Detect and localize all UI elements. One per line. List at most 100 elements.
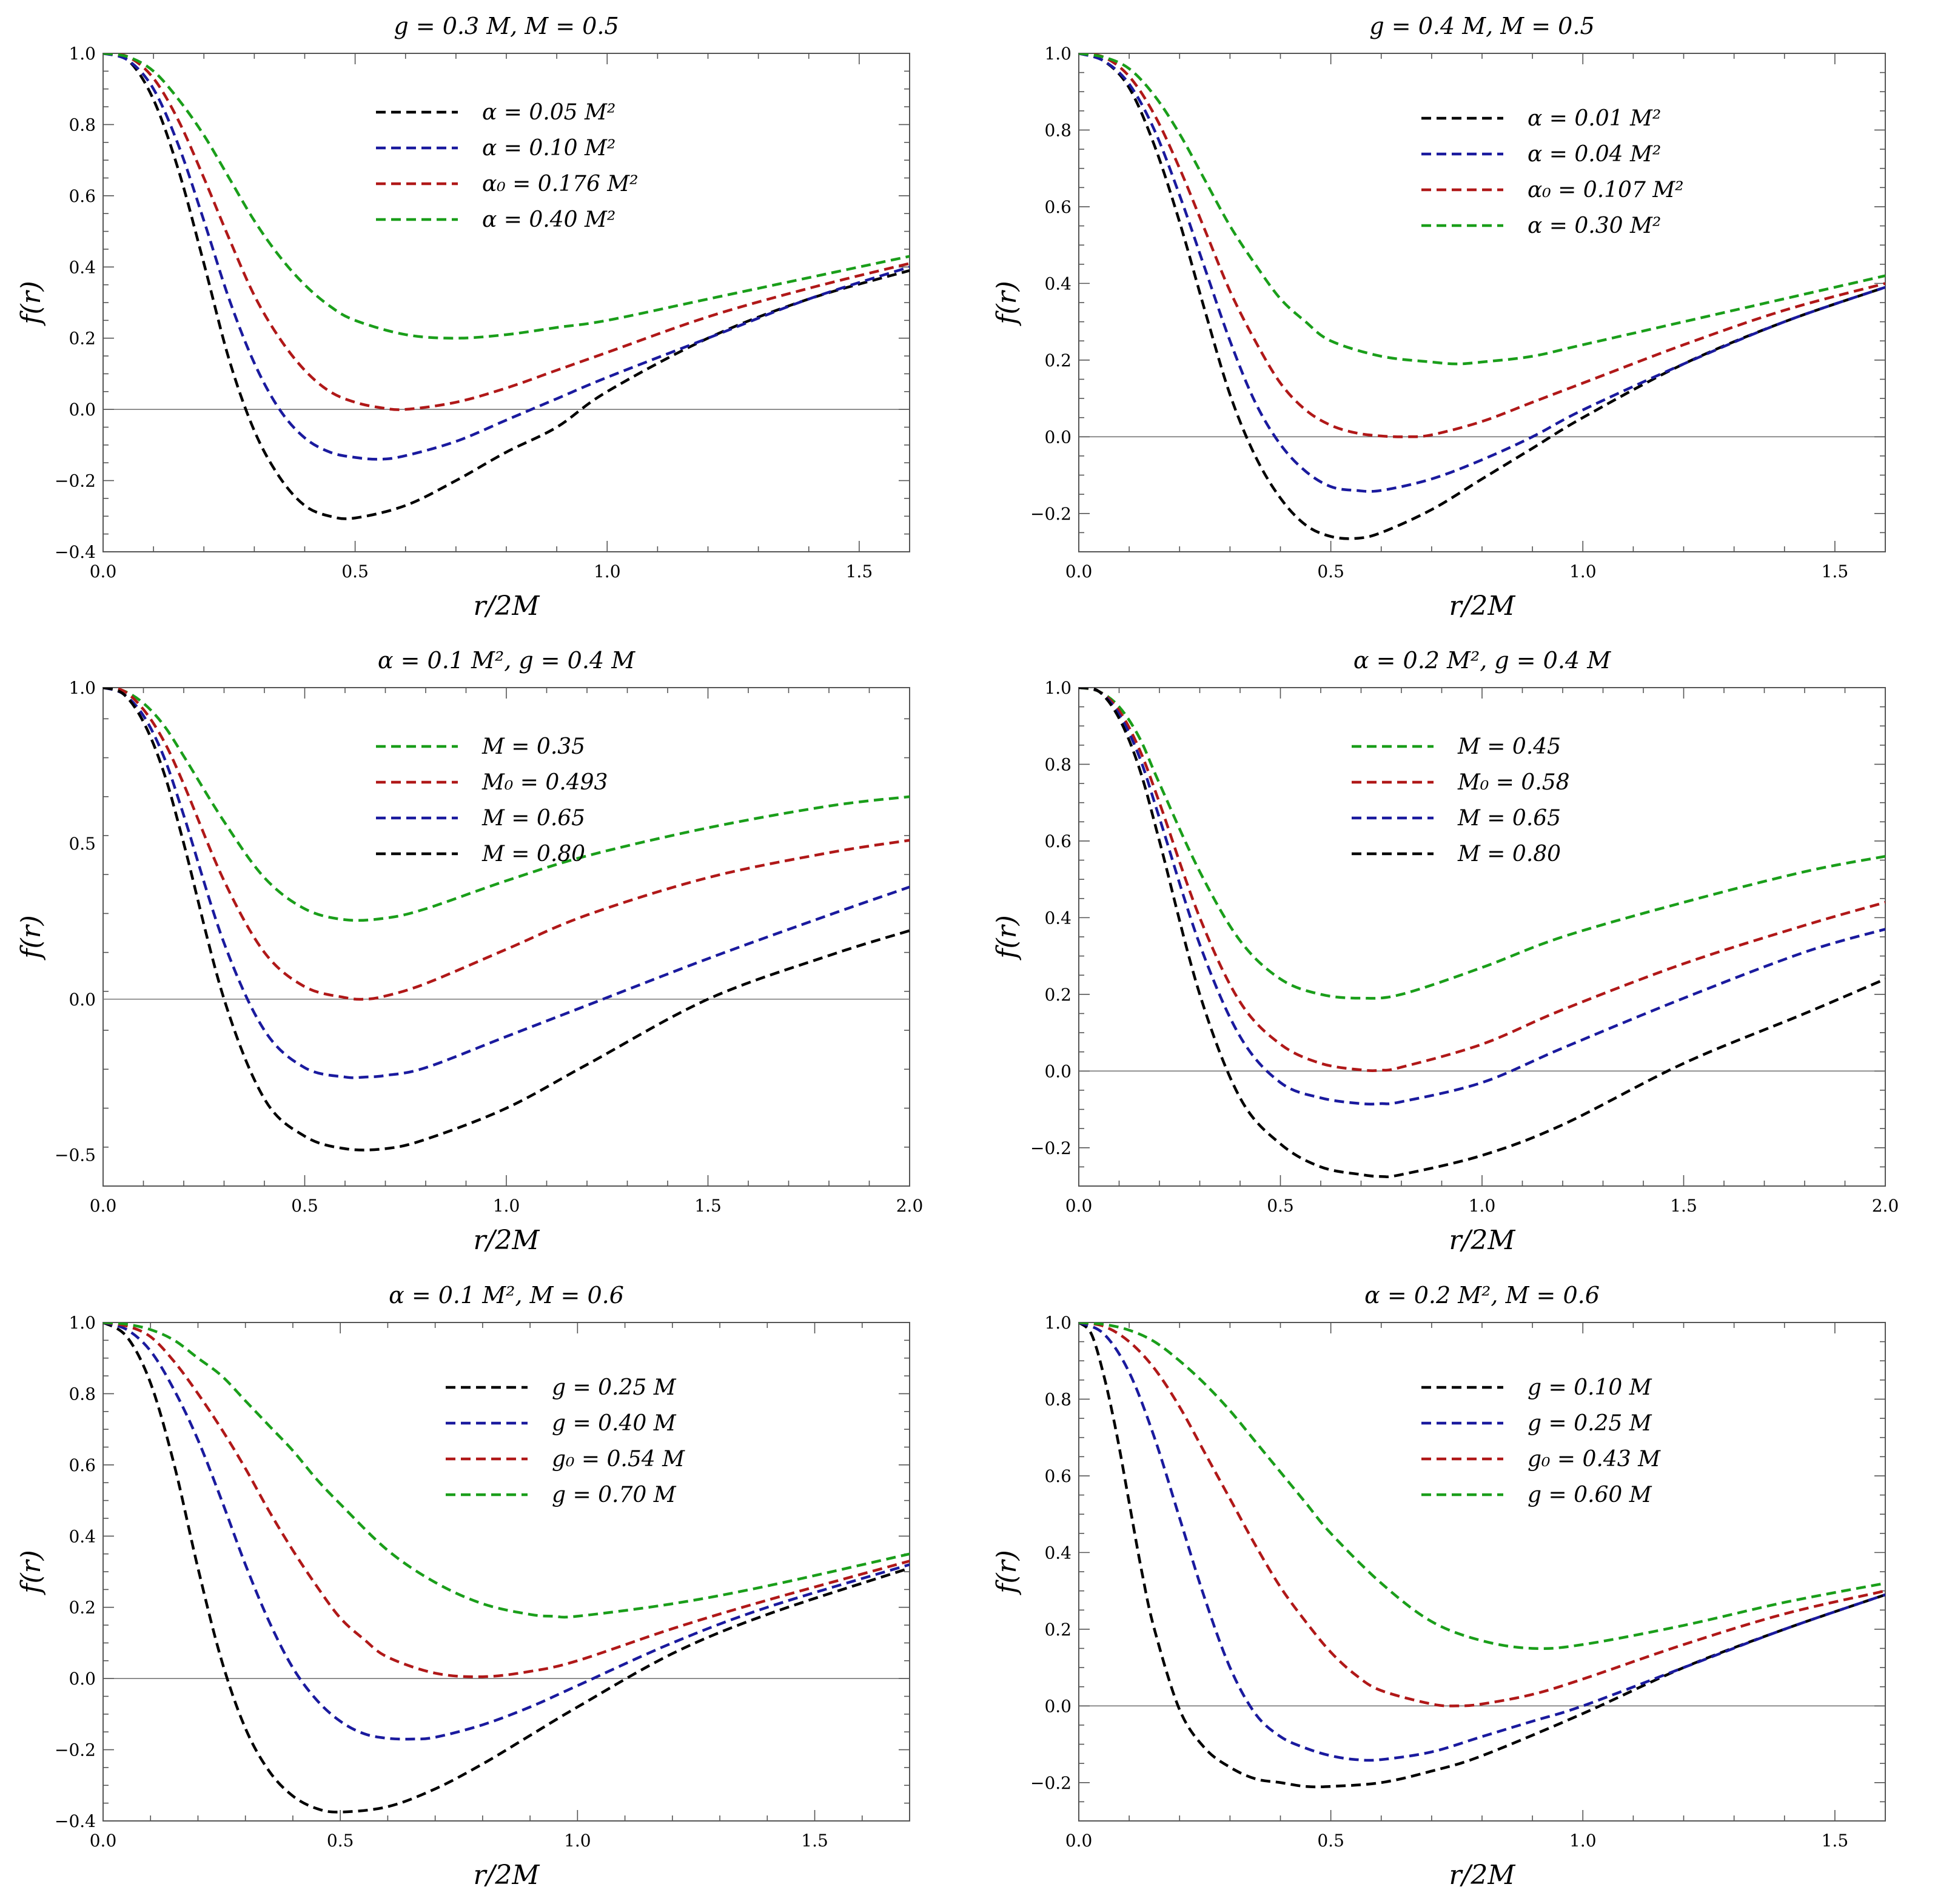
chart-panel-5: α = 0.1 M², M = 0.6 0.0 0.5 1.0 1.5 −0.4 −0.2 0… [0, 1269, 976, 1904]
x-tick-label: 0.5 [327, 1831, 354, 1851]
legend: α = 0.05 M² α = 0.10 M² α₀ = 0.176 M² α = 0… [376, 100, 639, 232]
plot-frame [1078, 1322, 1886, 1822]
legend: g = 0.10 M g = 0.25 M g₀ = 0.43 M g = 0.60 … [1421, 1375, 1661, 1507]
x-tick-label: 1.0 [493, 1196, 520, 1216]
legend: M = 0.35 M₀ = 0.493 M = 0.65 M = 0.80 [376, 734, 608, 867]
legend-label: M = 0.80 [1457, 842, 1561, 867]
y-tick-label: −0.2 [55, 1740, 96, 1760]
x-axis-label: r/2M [1449, 591, 1516, 622]
y-axis-label: f(r) [16, 1550, 47, 1595]
y-tick-label: 0.6 [1044, 831, 1072, 851]
chart-title: g = 0.4 M, M = 0.5 [1369, 13, 1594, 39]
series-line-1 [1079, 688, 1885, 1000]
series-line-2 [1079, 1322, 1885, 1762]
y-axis-label: f(r) [991, 915, 1022, 960]
chart-panel-1: g = 0.3 M, M = 0.5 0.0 0.5 1.0 1.5 −0.4 −0.2 0.… [0, 0, 976, 634]
y-tick-label: 1.0 [69, 678, 96, 698]
y-tick-label: 1.0 [1044, 44, 1072, 64]
plot-frame [1078, 687, 1886, 1187]
legend-label: g = 0.60 M [1528, 1483, 1652, 1507]
y-tick-label: 0.5 [69, 834, 96, 854]
x-tick-label: 2.0 [1872, 1196, 1899, 1216]
y-tick-label: −0.4 [55, 1811, 96, 1831]
series-line-4 [103, 688, 910, 1151]
series-line-3 [103, 688, 910, 1079]
y-tick-label: 0.2 [1044, 350, 1072, 370]
series-line-4 [1079, 1322, 1885, 1651]
chart-title: g = 0.3 M, M = 0.5 [394, 13, 619, 39]
legend-label: g = 0.25 M [552, 1375, 677, 1400]
series-line-3 [1079, 688, 1885, 1106]
y-tick-label: 0.2 [69, 329, 96, 349]
x-tick-label: 0.5 [1267, 1196, 1294, 1216]
y-tick-label: 0.2 [1044, 985, 1072, 1005]
series-line-4 [1079, 53, 1885, 366]
y-tick-label: 0.6 [69, 186, 96, 206]
y-tick-label: 0.8 [1044, 120, 1072, 140]
series-line-1 [103, 1322, 910, 1814]
legend-label: M = 0.65 [481, 806, 585, 831]
chart-title: α = 0.2 M², g = 0.4 M [1353, 647, 1611, 674]
series-line-2 [1079, 53, 1885, 493]
legend-label: M = 0.45 [1457, 734, 1561, 759]
y-axis-label: f(r) [991, 281, 1022, 326]
chart-6: α = 0.2 M², M = 0.6 0.0 0.5 1.0 1.5 −0.2 0.0 0.… [991, 1282, 1886, 1891]
x-tick-label: 1.5 [1822, 561, 1849, 582]
y-tick-label: 0.8 [69, 115, 96, 135]
series-line-2 [1079, 688, 1885, 1072]
series-line-3 [1079, 53, 1885, 438]
chart-4: α = 0.2 M², g = 0.4 M 0.0 0.5 1.0 1.5 2.0 −0.2… [991, 647, 1899, 1256]
y-tick-label: 0.8 [1044, 754, 1072, 774]
legend-label: g = 0.40 M [552, 1411, 677, 1436]
y-tick-label: 0.4 [1044, 1543, 1072, 1563]
chart-title: α = 0.2 M², M = 0.6 [1364, 1282, 1600, 1309]
y-tick-label: 0.4 [1044, 273, 1072, 293]
y-tick-label: −0.2 [1030, 1773, 1072, 1793]
y-tick-label: 0.0 [69, 400, 96, 420]
x-tick-label: 0.0 [1065, 1196, 1093, 1216]
chart-title: α = 0.1 M², M = 0.6 [389, 1282, 624, 1309]
legend-label: g = 0.70 M [552, 1483, 677, 1507]
x-axis-label: r/2M [474, 1860, 540, 1891]
legend-label: M = 0.65 [1457, 806, 1561, 831]
series-line-3 [103, 53, 910, 411]
legend: M = 0.45 M₀ = 0.58 M = 0.65 M = 0.80 [1352, 734, 1570, 867]
x-tick-label: 0.0 [90, 561, 117, 582]
chart-panel-4: α = 0.2 M², g = 0.4 M 0.0 0.5 1.0 1.5 2.0 −0.2… [976, 634, 1952, 1269]
y-tick-label: −0.5 [55, 1145, 96, 1165]
legend-label: α = 0.01 M² [1528, 106, 1661, 131]
y-tick-label: 1.0 [69, 1313, 96, 1333]
chart-panel-3: α = 0.1 M², g = 0.4 M 0.0 0.5 1.0 1.5 2.0 −0.5… [0, 634, 976, 1269]
legend: g = 0.25 M g = 0.40 M g₀ = 0.54 M g = 0.70 … [446, 1375, 685, 1507]
x-axis-label: r/2M [474, 1225, 540, 1256]
y-tick-label: 0.8 [1044, 1389, 1072, 1409]
chart-panel-6: α = 0.2 M², M = 0.6 0.0 0.5 1.0 1.5 −0.2 0.0 0.… [976, 1269, 1952, 1904]
y-axis-label: f(r) [991, 1550, 1022, 1595]
legend-label: M₀ = 0.493 [481, 770, 608, 795]
legend-label: α₀ = 0.107 M² [1528, 178, 1684, 203]
series-line-2 [103, 688, 910, 1001]
y-axis-label: f(r) [16, 281, 47, 326]
x-tick-label: 0.5 [1317, 1831, 1344, 1851]
x-tick-label: 1.5 [1822, 1831, 1849, 1851]
legend-label: α = 0.05 M² [482, 100, 615, 125]
y-tick-label: 0.4 [69, 1526, 96, 1546]
legend-label: M₀ = 0.58 [1457, 770, 1570, 795]
y-tick-label: 0.2 [69, 1598, 96, 1618]
y-tick-label: 0.6 [1044, 197, 1072, 217]
y-tick-label: 1.0 [1044, 678, 1072, 698]
x-tick-label: 0.0 [90, 1831, 117, 1851]
y-axis-label: f(r) [16, 915, 47, 960]
x-tick-label: 0.0 [1065, 561, 1093, 582]
legend-label: M = 0.80 [481, 842, 585, 867]
plot-frame [102, 687, 910, 1187]
series-line-2 [103, 1322, 910, 1741]
series-line-1 [103, 53, 910, 520]
series-line-1 [103, 688, 910, 922]
y-tick-label: 0.0 [1044, 1696, 1072, 1716]
x-tick-label: 1.0 [564, 1831, 591, 1851]
y-tick-label: 1.0 [1044, 1313, 1072, 1333]
x-axis-label: r/2M [474, 591, 540, 622]
x-tick-label: 1.5 [1670, 1196, 1697, 1216]
legend-label: α = 0.40 M² [482, 207, 615, 232]
